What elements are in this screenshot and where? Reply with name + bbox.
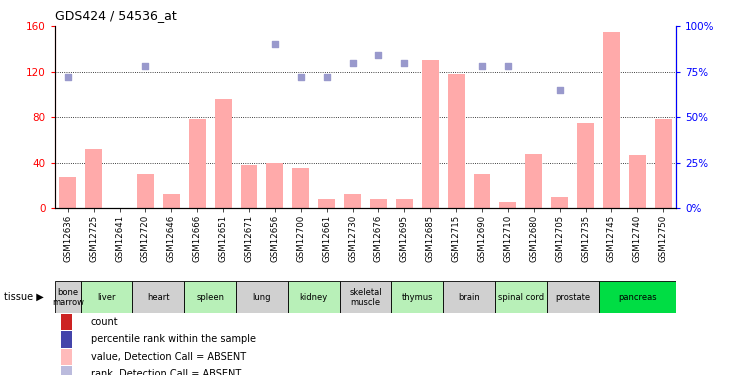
Point: [62, 74, 74, 80]
Text: brain: brain: [458, 292, 480, 302]
Text: prostate: prostate: [555, 292, 590, 302]
Bar: [215, 99, 232, 208]
Bar: [551, 197, 568, 208]
Bar: [86, 149, 102, 208]
Point: [321, 74, 333, 80]
Text: spinal cord: spinal cord: [498, 292, 544, 302]
Point: [373, 53, 385, 58]
Point: [528, 9, 539, 15]
Point: [140, 63, 151, 69]
Bar: [391, 281, 443, 313]
Bar: [61, 349, 72, 365]
Point: [398, 60, 410, 66]
Bar: [80, 281, 132, 313]
Text: lung: lung: [253, 292, 271, 302]
Bar: [59, 177, 76, 208]
Point: [269, 42, 281, 48]
Text: percentile rank within the sample: percentile rank within the sample: [91, 334, 256, 344]
Point: [114, 9, 126, 15]
Bar: [61, 331, 72, 348]
Bar: [499, 202, 516, 208]
Bar: [474, 174, 491, 208]
Bar: [629, 155, 645, 208]
Bar: [184, 281, 236, 313]
Text: liver: liver: [97, 292, 115, 302]
Bar: [288, 281, 340, 313]
Text: count: count: [91, 317, 118, 327]
Text: value, Detection Call = ABSENT: value, Detection Call = ABSENT: [91, 352, 246, 362]
Point: [346, 60, 358, 66]
Bar: [577, 123, 594, 208]
Bar: [396, 199, 413, 208]
Bar: [61, 314, 72, 330]
Bar: [318, 199, 335, 208]
Bar: [267, 163, 284, 208]
Bar: [163, 195, 180, 208]
Bar: [292, 168, 309, 208]
Bar: [655, 120, 672, 208]
Point: [295, 74, 306, 80]
Bar: [370, 199, 387, 208]
Bar: [137, 174, 154, 208]
Text: kidney: kidney: [300, 292, 327, 302]
Text: pancreas: pancreas: [618, 292, 656, 302]
Bar: [495, 281, 547, 313]
Bar: [603, 32, 620, 208]
Text: thymus: thymus: [401, 292, 433, 302]
Bar: [240, 165, 257, 208]
Text: GDS424 / 54536_at: GDS424 / 54536_at: [55, 9, 177, 22]
Text: heart: heart: [147, 292, 170, 302]
Bar: [547, 281, 599, 313]
Bar: [236, 281, 288, 313]
Bar: [599, 281, 676, 313]
Text: skeletal
muscle: skeletal muscle: [349, 288, 382, 306]
Bar: [189, 120, 205, 208]
Bar: [132, 281, 184, 313]
Bar: [340, 281, 391, 313]
Text: rank, Detection Call = ABSENT: rank, Detection Call = ABSENT: [91, 369, 241, 375]
Bar: [55, 281, 80, 313]
Text: bone
marrow: bone marrow: [52, 288, 84, 306]
Text: spleen: spleen: [196, 292, 224, 302]
Point: [554, 87, 566, 93]
Bar: [61, 366, 72, 375]
Bar: [443, 281, 495, 313]
Bar: [422, 60, 439, 208]
Point: [476, 63, 488, 69]
Text: tissue ▶: tissue ▶: [4, 292, 43, 302]
Point: [502, 63, 514, 69]
Bar: [447, 74, 464, 208]
Bar: [344, 195, 361, 208]
Bar: [526, 154, 542, 208]
